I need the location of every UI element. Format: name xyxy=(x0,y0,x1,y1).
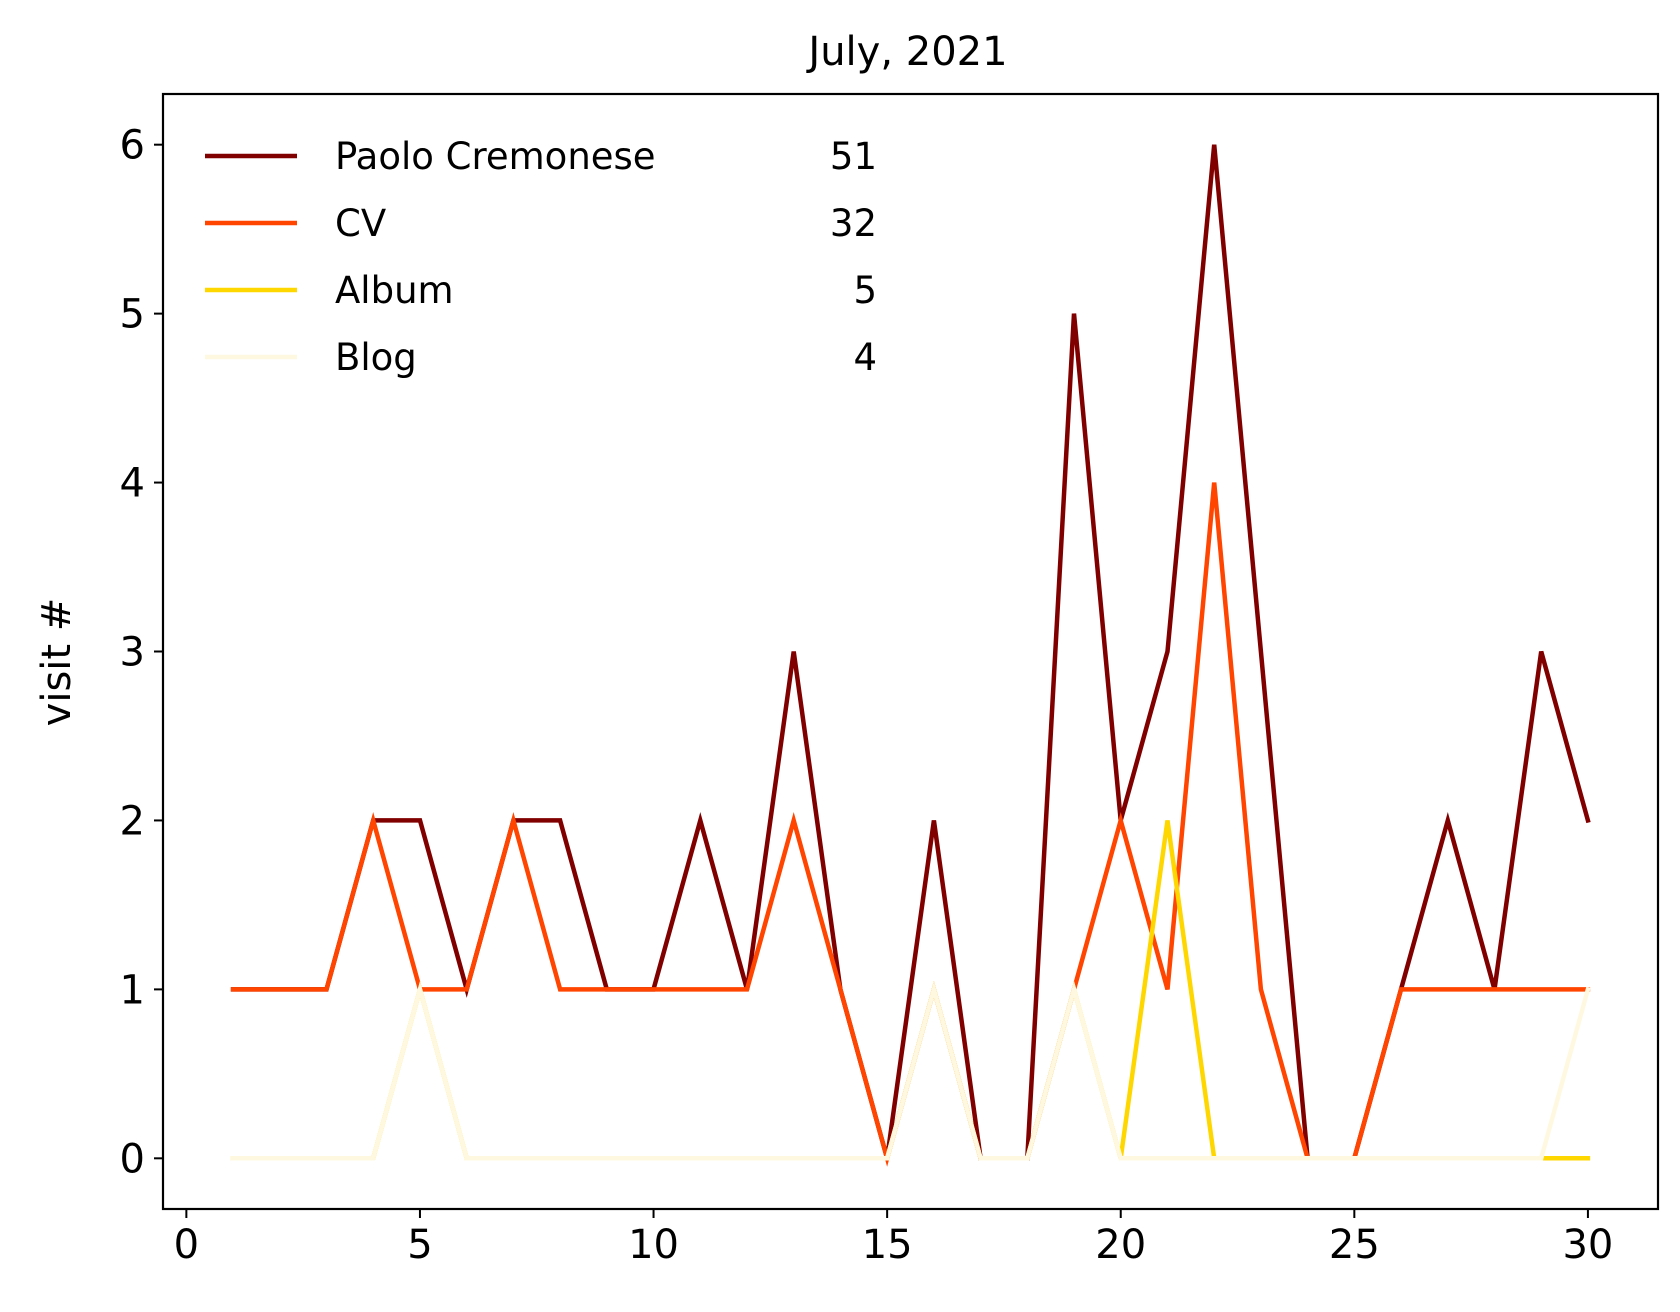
series-lines xyxy=(230,144,1591,1167)
y-tick-label: 4 xyxy=(120,461,145,507)
legend-total-blog: 4 xyxy=(853,336,877,379)
y-tick-label: 6 xyxy=(120,123,145,169)
y-tick-label: 2 xyxy=(120,798,145,844)
legend-total-album: 5 xyxy=(853,269,877,312)
x-tick-label: 5 xyxy=(407,1222,432,1268)
y-axis: 0 1 2 3 4 5 6 xyxy=(120,123,163,1182)
legend-total-cv: 32 xyxy=(830,202,877,245)
series-line-blog xyxy=(230,980,1591,1161)
y-tick-label: 5 xyxy=(120,292,145,338)
y-tick-label: 3 xyxy=(120,630,145,676)
legend-label-cv: CV xyxy=(335,202,386,245)
x-tick-label: 0 xyxy=(174,1222,199,1268)
legend: Paolo Cremonese 51 CV 32 Album 5 Blog 4 xyxy=(205,135,877,379)
x-tick-label: 30 xyxy=(1562,1222,1613,1268)
x-tick-label: 15 xyxy=(862,1222,913,1268)
x-tick-label: 10 xyxy=(628,1222,679,1268)
x-axis: 0 5 10 15 20 25 30 xyxy=(174,1209,1613,1268)
y-axis-label: visit # xyxy=(34,598,80,727)
x-tick-label: 25 xyxy=(1329,1222,1380,1268)
y-tick-label: 1 xyxy=(120,967,145,1013)
chart-title: July, 2021 xyxy=(805,29,1007,75)
legend-label-album: Album xyxy=(335,269,454,312)
legend-total-paolo-cremonese: 51 xyxy=(830,135,877,178)
x-tick-label: 20 xyxy=(1095,1222,1146,1268)
legend-label-paolo-cremonese: Paolo Cremonese xyxy=(335,135,656,178)
legend-label-blog: Blog xyxy=(335,336,417,379)
y-tick-label: 0 xyxy=(120,1136,145,1182)
